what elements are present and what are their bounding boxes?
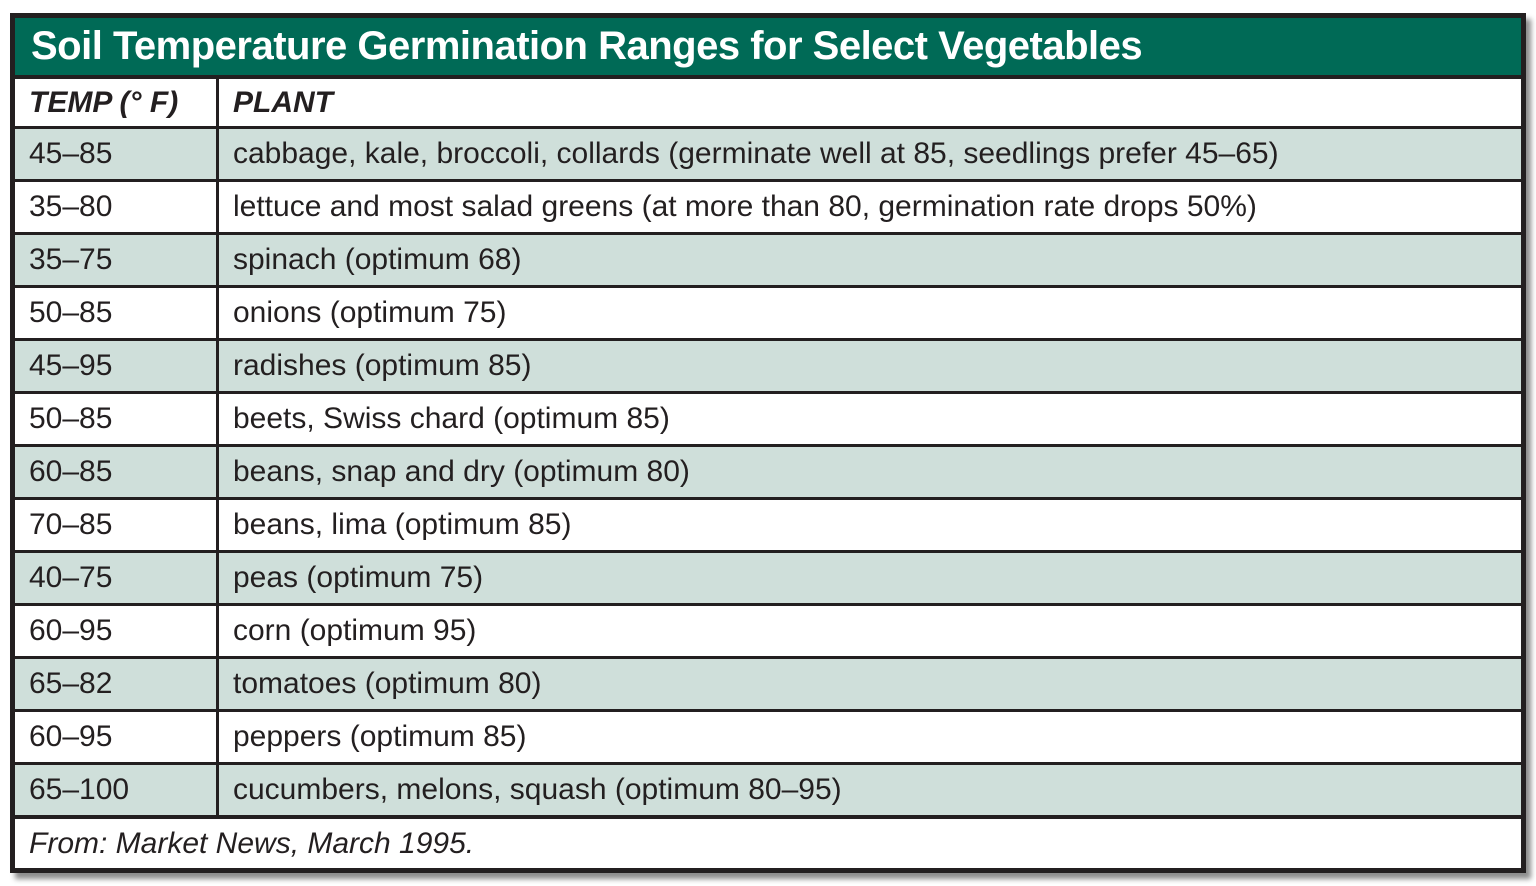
table-row: 60–95 peppers (optimum 85) [15, 709, 1521, 762]
plant-cell: peas (optimum 75) [233, 561, 484, 594]
temp-cell: 65–100 [15, 765, 219, 815]
temp-cell: 40–75 [15, 553, 219, 603]
table-row: 35–80 lettuce and most salad greens (at … [15, 179, 1521, 232]
plant-cell: tomatoes (optimum 80) [233, 667, 542, 700]
temp-cell: 45–95 [15, 341, 219, 391]
temp-cell: 35–75 [15, 235, 219, 285]
plant-cell: lettuce and most salad greens (at more t… [233, 190, 1257, 223]
table-row: 60–95 corn (optimum 95) [15, 603, 1521, 656]
temp-cell: 70–85 [15, 500, 219, 550]
plant-cell: cabbage, kale, broccoli, collards (germi… [233, 137, 1279, 170]
temp-cell: 65–82 [15, 659, 219, 709]
table-row: 50–85 beets, Swiss chard (optimum 85) [15, 391, 1521, 444]
plant-cell: beets, Swiss chard (optimum 85) [233, 402, 670, 435]
table-row: 40–75 peas (optimum 75) [15, 550, 1521, 603]
plant-cell: onions (optimum 75) [233, 296, 507, 329]
table-row: 50–85 onions (optimum 75) [15, 285, 1521, 338]
plant-cell: cucumbers, melons, squash (optimum 80–95… [233, 773, 842, 806]
germination-table: Soil Temperature Germination Ranges for … [10, 13, 1526, 873]
source-text: From: Market News, March 1995. [29, 826, 475, 860]
plant-cell: beans, lima (optimum 85) [233, 508, 572, 541]
source-row: From: Market News, March 1995. [15, 815, 1521, 868]
plant-cell: spinach (optimum 68) [233, 243, 522, 276]
table-row: 45–95 radishes (optimum 85) [15, 338, 1521, 391]
table-title: Soil Temperature Germination Ranges for … [31, 24, 1143, 68]
temp-cell: 60–85 [15, 447, 219, 497]
temp-cell: 50–85 [15, 288, 219, 338]
table-body: 45–85 cabbage, kale, broccoli, collards … [15, 126, 1521, 815]
table-row: 65–82 tomatoes (optimum 80) [15, 656, 1521, 709]
column-header-temp: TEMP (° F) [15, 79, 219, 126]
table-title-bar: Soil Temperature Germination Ranges for … [15, 18, 1521, 75]
temp-cell: 35–80 [15, 182, 219, 232]
plant-cell: beans, snap and dry (optimum 80) [233, 455, 690, 488]
table-row: 65–100 cucumbers, melons, squash (optimu… [15, 762, 1521, 815]
column-header-row: TEMP (° F) PLANT [15, 75, 1521, 126]
table-row: 45–85 cabbage, kale, broccoli, collards … [15, 126, 1521, 179]
temp-cell: 50–85 [15, 394, 219, 444]
temp-cell: 45–85 [15, 129, 219, 179]
table-row: 70–85 beans, lima (optimum 85) [15, 497, 1521, 550]
plant-cell: corn (optimum 95) [233, 614, 477, 647]
temp-cell: 60–95 [15, 606, 219, 656]
table-row: 60–85 beans, snap and dry (optimum 80) [15, 444, 1521, 497]
table-row: 35–75 spinach (optimum 68) [15, 232, 1521, 285]
plant-cell: radishes (optimum 85) [233, 349, 532, 382]
column-header-plant: PLANT [233, 85, 333, 119]
temp-cell: 60–95 [15, 712, 219, 762]
plant-cell: peppers (optimum 85) [233, 720, 527, 753]
